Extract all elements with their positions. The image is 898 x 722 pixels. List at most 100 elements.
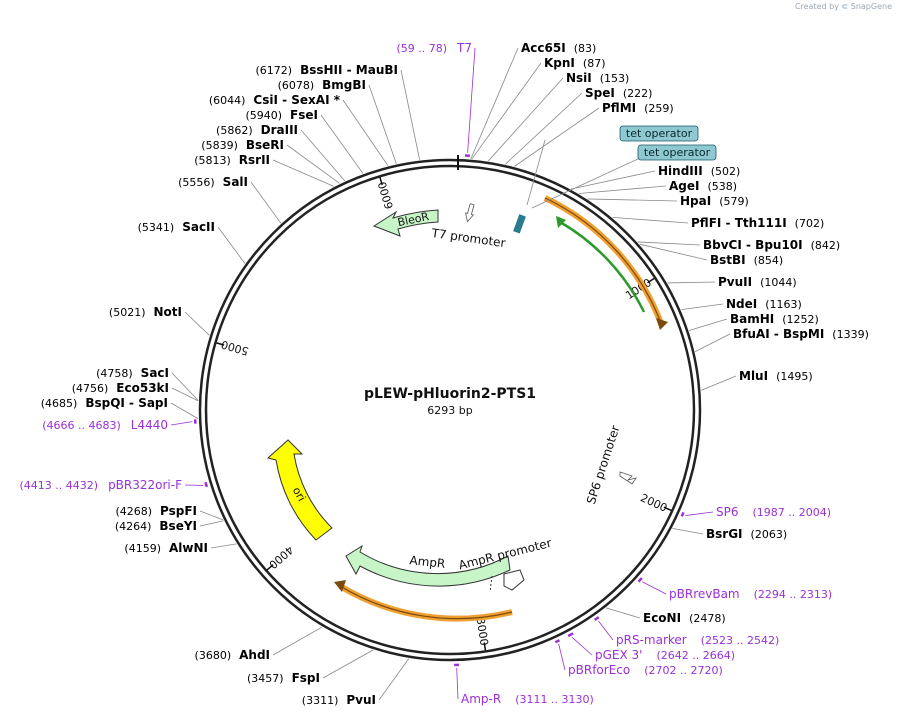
enzyme-name: PflFI - Tth111I: [691, 216, 787, 230]
enzyme-leader: [210, 543, 237, 549]
tet-operator-label-1: tet operator: [626, 127, 693, 140]
enzyme-site-label: (4685) BspQI - SapI: [41, 396, 168, 410]
credit-brand: SnapGene: [850, 2, 892, 11]
enzyme-leader: [250, 181, 282, 224]
ampr-feature: [345, 544, 511, 587]
enzyme-site-label: BsrGI (2063): [706, 527, 787, 541]
enzyme-leader: [170, 402, 199, 420]
enzyme-leader: [322, 649, 374, 679]
enzyme-name: SacI: [141, 366, 169, 380]
enzyme-leader: [689, 318, 728, 331]
primer-loc: (2702 .. 2720): [644, 664, 723, 677]
primer-leader: [642, 581, 667, 595]
primer-loc: (2523 .. 2542): [701, 634, 780, 647]
enzyme-leader: [605, 607, 641, 619]
enzyme-name: DraIII: [261, 123, 298, 137]
enzyme-loc: (5021): [109, 306, 146, 319]
enzyme-loc: (1163): [765, 298, 802, 311]
enzyme-loc: (538): [707, 180, 737, 193]
enzyme-site-label: EcoNI (2478): [643, 611, 726, 625]
tick-mark: [379, 177, 383, 186]
enzyme-leader: [471, 62, 542, 160]
sp6-promoter-label: SP6 promoter: [584, 424, 623, 506]
enzyme-name: RsrII: [239, 153, 270, 167]
backbone-inner: [204, 164, 696, 656]
tet-operator-block: [513, 214, 526, 234]
enzyme-site-label: BamHI (1252): [730, 312, 819, 326]
enzyme-leader: [300, 129, 346, 182]
enzyme-name: AgeI: [669, 179, 699, 193]
enzyme-leader: [184, 311, 210, 336]
enzyme-loc: (4268): [115, 505, 152, 518]
enzyme-loc: (2063): [751, 528, 788, 541]
tick-label: 3000: [474, 617, 491, 647]
enzyme-loc: (4159): [124, 542, 161, 555]
enzyme-leader: [199, 520, 224, 527]
enzyme-site-label: (3311) PvuI: [302, 693, 376, 707]
enzyme-name: BsrGI: [706, 527, 743, 541]
orange-amp-arc: [338, 583, 513, 622]
enzyme-loc: (4756): [72, 382, 109, 395]
enzyme-name: FseI: [290, 108, 318, 122]
tet-operator-leader-2: [531, 157, 641, 209]
primer-leader: [571, 637, 593, 656]
enzyme-loc: (222): [623, 87, 653, 100]
enzyme-leader: [667, 281, 716, 284]
snapgene-logo: ⊂: [841, 2, 849, 11]
enzyme-site-label: (5556) SalI: [178, 175, 248, 189]
primer-name: SP6: [716, 505, 739, 519]
primer-name: pGEX 3': [595, 648, 642, 662]
enzyme-site-label: (6044) CsiI - SexAI *: [209, 93, 341, 107]
enzyme-leader: [272, 159, 334, 187]
enzyme-loc: (83): [574, 42, 597, 55]
enzyme-name: BfuAI - BspMI: [733, 327, 824, 341]
primer-loc: (59 .. 78): [396, 42, 447, 55]
enzyme-site-label: (5862) DraIII: [216, 123, 298, 137]
ori-label: ori: [290, 485, 308, 504]
enzyme-leader: [171, 387, 199, 402]
primer-mark: [554, 639, 561, 644]
enzyme-loc: (1339): [832, 328, 869, 341]
primer-leader: [598, 620, 614, 641]
enzyme-name: BamHI: [730, 312, 774, 326]
enzyme-leader: [286, 144, 340, 184]
primer-mark: [637, 577, 643, 583]
enzyme-leader: [470, 47, 519, 160]
primer-label: (59 .. 78) T7: [396, 41, 472, 55]
enzyme-loc: (4264): [115, 520, 152, 533]
enzyme-loc: (6078): [278, 79, 315, 92]
tick-mark: [663, 506, 672, 512]
enzyme-name: SacII: [182, 220, 215, 234]
green-arrow-head: [556, 216, 566, 228]
bleor-feature: [372, 209, 439, 237]
enzyme-name: PflMI: [602, 101, 636, 115]
primer-leader: [467, 47, 476, 153]
site-labels: Acc65I (83)KpnI (87)NsiI (153)SpeI (222)PflM…: [20, 41, 869, 707]
enzyme-name: BseRI: [246, 138, 284, 152]
primer-mark: [204, 481, 209, 488]
enzyme-leader: [272, 626, 323, 656]
t7-promoter-label: T7 promoter: [430, 226, 507, 250]
primer-name: pRS-marker: [616, 633, 687, 647]
enzyme-leader: [701, 375, 737, 391]
enzyme-loc: (4758): [96, 367, 133, 380]
tet-operator-label-2: tet operator: [644, 146, 711, 159]
enzyme-loc: (259): [644, 102, 674, 115]
primer-label: pBRforEco (2702 .. 2720): [568, 663, 723, 677]
enzyme-site-label: NsiI (153): [566, 71, 629, 85]
orange-arrow-head: [656, 318, 668, 330]
primer-name: T7: [456, 41, 472, 55]
enzyme-loc: (1044): [760, 276, 797, 289]
enzyme-site-label: AgeI (538): [669, 179, 737, 193]
enzyme-leader: [637, 241, 701, 246]
primer-label: SP6 (1987 .. 2004): [716, 505, 831, 519]
primer-leader: [456, 667, 459, 700]
enzyme-name: BspQI - SapI: [85, 396, 168, 410]
primer-loc: (1987 .. 2004): [753, 506, 832, 519]
enzyme-site-label: (3457) FspI: [247, 671, 320, 685]
enzyme-site-label: Acc65I (83): [521, 41, 596, 55]
ampr-promoter-divider: [489, 575, 493, 593]
enzyme-name: NdeI: [726, 297, 757, 311]
